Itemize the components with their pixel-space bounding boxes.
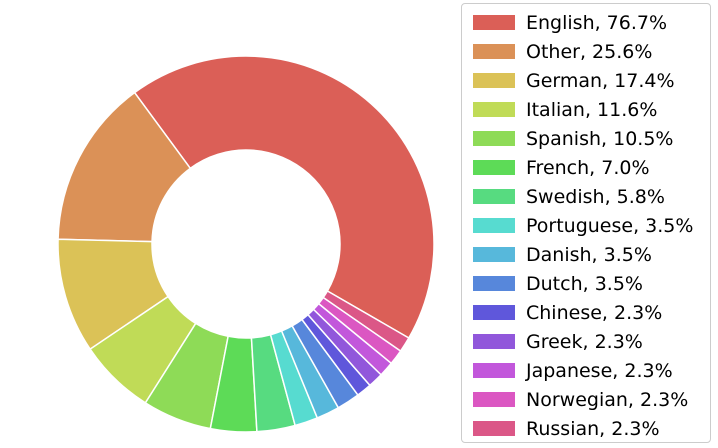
legend-swatch (473, 73, 515, 88)
legend-item-spanish: Spanish, 10.5% (462, 124, 673, 153)
legend-item-dutch: Dutch, 3.5% (462, 269, 643, 298)
legend-label: French, 7.0% (526, 156, 650, 179)
legend-label: Dutch, 3.5% (526, 272, 643, 295)
legend-item-portuguese: Portuguese, 3.5% (462, 211, 693, 240)
legend-item-greek: Greek, 2.3% (462, 327, 643, 356)
chart-legend: English, 76.7% Other, 25.6% German, 17.4% I… (461, 3, 711, 443)
legend-item-english: English, 76.7% (462, 8, 667, 37)
donut-slice-english (133, 55, 435, 340)
legend-label: Chinese, 2.3% (526, 301, 663, 324)
legend-label: Italian, 11.6% (526, 98, 658, 121)
legend-item-chinese: Chinese, 2.3% (462, 298, 662, 327)
legend-label: German, 17.4% (526, 69, 675, 92)
legend-label: Portuguese, 3.5% (526, 214, 694, 237)
legend-item-german: German, 17.4% (462, 66, 675, 95)
legend-swatch (473, 160, 515, 175)
legend-label: Russian, 2.3% (526, 417, 660, 440)
legend-item-other: Other, 25.6% (462, 37, 652, 66)
legend-swatch (473, 44, 515, 59)
legend-swatch (473, 131, 515, 146)
legend-swatch (473, 421, 515, 436)
legend-label: Spanish, 10.5% (526, 127, 674, 150)
legend-label: Japanese, 2.3% (526, 359, 673, 382)
legend-item-danish: Danish, 3.5% (462, 240, 652, 269)
legend-swatch (473, 305, 515, 320)
legend-swatch (473, 334, 515, 349)
legend-swatch (473, 276, 515, 291)
legend-swatch (473, 392, 515, 407)
legend-label: Danish, 3.5% (526, 243, 652, 266)
legend-item-swedish: Swedish, 5.8% (462, 182, 665, 211)
legend-item-french: French, 7.0% (462, 153, 650, 182)
legend-swatch (473, 363, 515, 378)
legend-swatch (473, 247, 515, 262)
legend-swatch (473, 189, 515, 204)
legend-item-japanese: Japanese, 2.3% (462, 356, 673, 385)
legend-swatch (473, 218, 515, 233)
legend-label: Swedish, 5.8% (526, 185, 665, 208)
legend-swatch (473, 102, 515, 117)
legend-label: Greek, 2.3% (526, 330, 643, 353)
legend-swatch (473, 15, 515, 30)
legend-label: English, 76.7% (526, 11, 668, 34)
legend-label: Other, 25.6% (526, 40, 653, 63)
donut-slice-russian (322, 289, 410, 353)
legend-label: Norwegian, 2.3% (526, 388, 689, 411)
legend-item-norwegian: Norwegian, 2.3% (462, 385, 688, 414)
legend-item-russian: Russian, 2.3% (462, 414, 660, 443)
legend-item-italian: Italian, 11.6% (462, 95, 657, 124)
